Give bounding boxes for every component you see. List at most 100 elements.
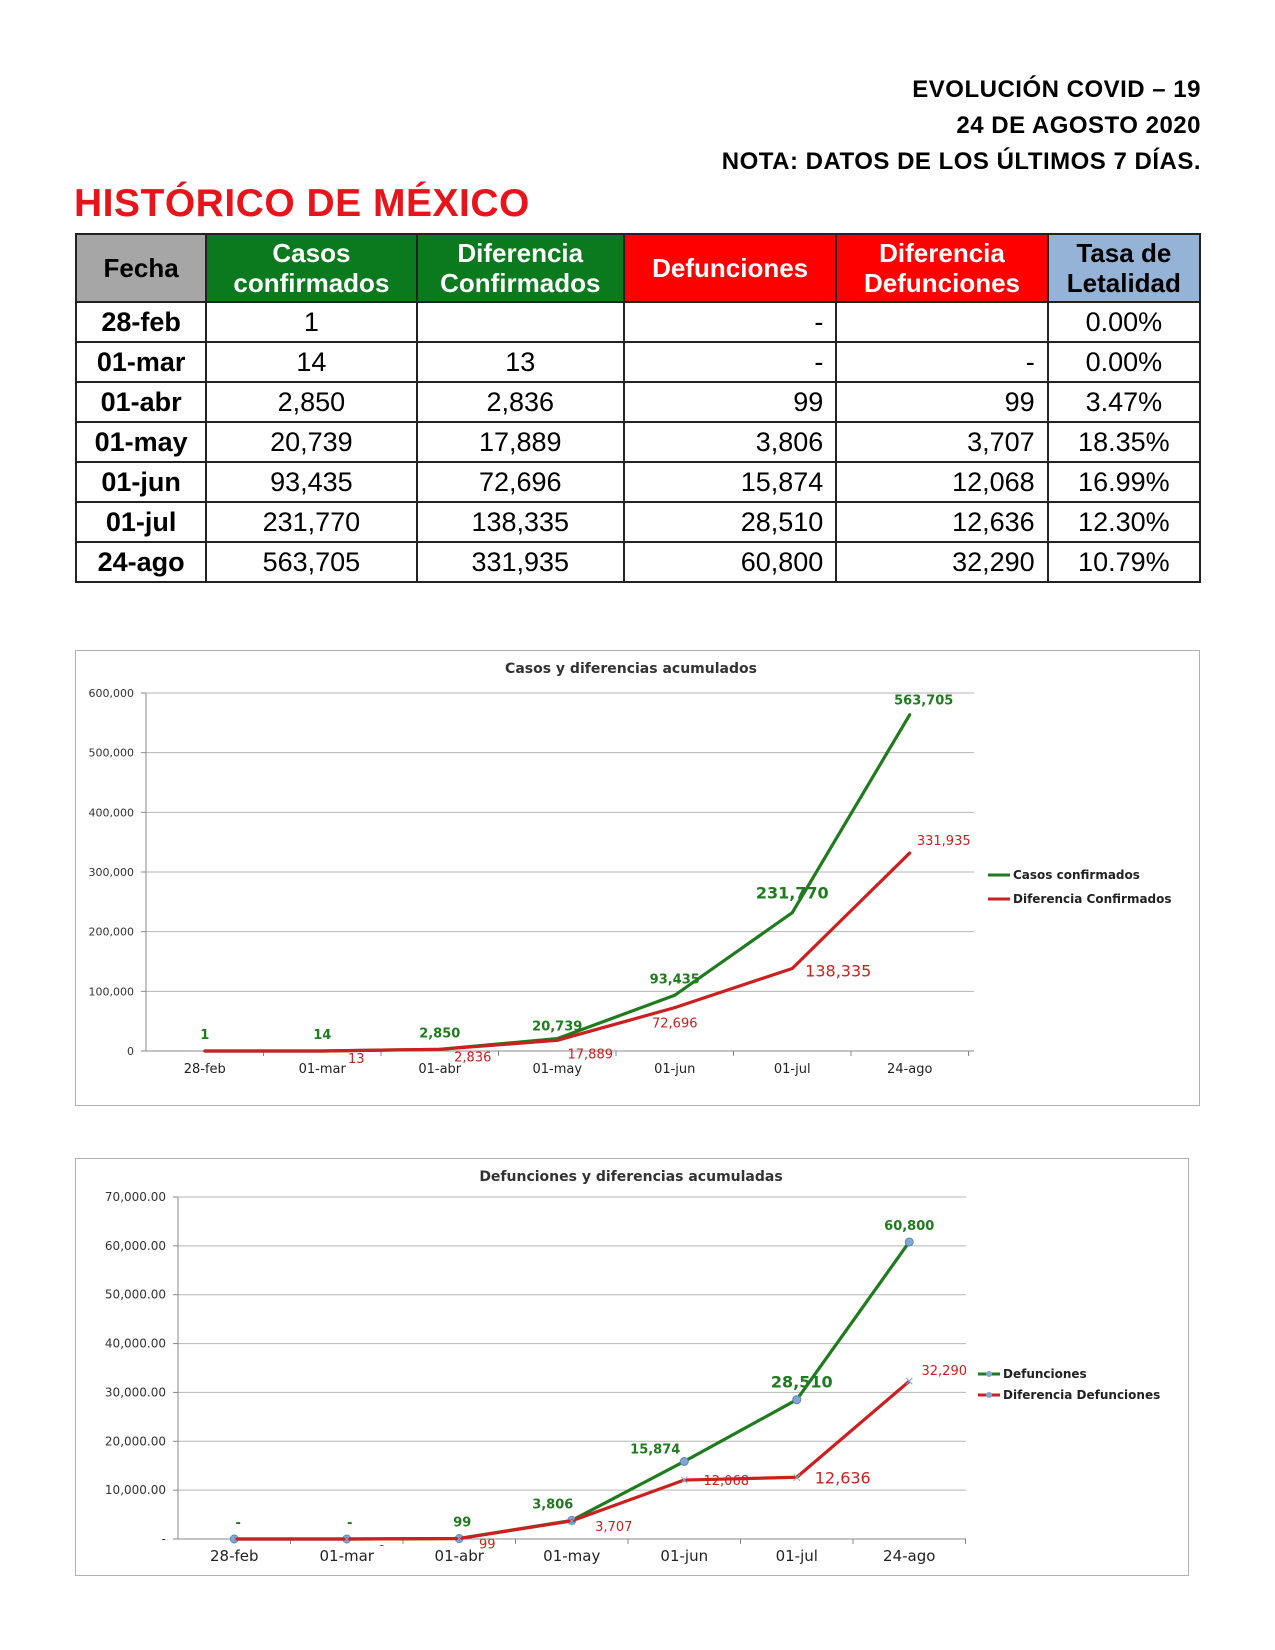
y-tick-label: 600,000 — [89, 687, 135, 700]
cell-dif-confirmados: 13 — [415, 341, 625, 383]
col-header-label: confirmados — [233, 268, 390, 298]
y-tick-label: 30,000.00 — [105, 1385, 166, 1399]
cell-dif-defunciones: - — [835, 341, 1049, 383]
cell-dif-confirmados — [415, 301, 625, 343]
data-label: 17,889 — [568, 1047, 614, 1062]
cell-casos: 93,435 — [205, 461, 418, 503]
col-header-tasa-letalidad: Tasa de Letalidad — [1046, 233, 1202, 303]
cell-date: 24-ago — [74, 541, 208, 583]
data-point — [679, 1456, 689, 1466]
data-label: 3,806 — [532, 1497, 573, 1512]
y-tick-label: 50,000.00 — [105, 1288, 166, 1302]
data-label: 1 — [200, 1028, 209, 1043]
data-point — [203, 1049, 207, 1053]
cell-dif-confirmados: 17,889 — [415, 421, 625, 463]
cell-casos: 1 — [205, 301, 418, 343]
cell-tasa: 16.99% — [1046, 461, 1202, 503]
table-row: 28-feb 1 - 0.00% — [74, 301, 1202, 343]
col-header-defunciones: Defunciones — [622, 233, 838, 303]
col-header-label: Tasa de — [1076, 238, 1172, 268]
legend-label: Casos confirmados — [1013, 868, 1140, 882]
data-label: 28,510 — [771, 1373, 833, 1392]
chart-defunciones-svg: Defunciones y diferencias acumuladas - 10,… — [105, 1169, 1160, 1565]
y-tick-label: 300,000 — [89, 866, 135, 879]
y-tick-label: 100,000 — [89, 985, 135, 998]
col-header-casos-confirmados: Casos confirmados — [205, 233, 418, 303]
cell-tasa: 3.47% — [1046, 381, 1202, 423]
cell-defunciones: 99 — [622, 381, 838, 423]
cell-dif-defunciones: 12,068 — [835, 461, 1049, 503]
data-label: 72,696 — [652, 1017, 698, 1032]
data-point: × — [454, 1532, 464, 1546]
table-header-row: Fecha Casos confirmados Diferencia Confi… — [74, 233, 1202, 303]
cell-defunciones: 28,510 — [622, 501, 838, 543]
data-point — [908, 713, 912, 717]
col-header-diferencia-defunciones: Diferencia Defunciones — [835, 233, 1049, 303]
chart-title: Defunciones y diferencias acumuladas — [479, 1169, 782, 1185]
chart-defunciones: Defunciones y diferencias acumuladas - 10,… — [75, 1158, 1189, 1576]
x-tick-label: 28-feb — [210, 1547, 259, 1565]
col-header-label: Letalidad — [1066, 268, 1181, 298]
data-point: × — [904, 1374, 914, 1388]
data-point — [792, 1395, 802, 1405]
col-header-label: Confirmados — [440, 268, 601, 298]
cell-tasa: 0.00% — [1046, 301, 1202, 343]
x-tick-label: 01-may — [543, 1547, 600, 1565]
data-point — [904, 1237, 914, 1247]
data-point — [790, 911, 794, 915]
page-title: HISTÓRICO DE MÉXICO — [74, 182, 530, 225]
cell-date: 01-jun — [74, 461, 208, 503]
data-label: 20,739 — [532, 1020, 582, 1035]
data-label: 2,836 — [454, 1050, 491, 1065]
cell-tasa: 0.00% — [1046, 341, 1202, 383]
data-point — [908, 851, 912, 855]
data-point — [555, 1038, 559, 1042]
data-label: 14 — [313, 1028, 331, 1043]
col-header-label: Casos — [272, 238, 351, 268]
chart-casos: Casos y diferencias acumulados 0 100,000 20… — [75, 650, 1200, 1106]
table-row: 01-jul 231,770 138,335 28,510 12,636 12.… — [74, 501, 1202, 543]
report-note: NOTA: DATOS DE LOS ÚLTIMOS 7 DÍAS. — [721, 148, 1201, 175]
x-tick-label: 01-jul — [776, 1547, 818, 1565]
x-tick-label: 01-jun — [660, 1547, 708, 1565]
legend-marker — [986, 1371, 992, 1377]
data-point — [438, 1047, 442, 1051]
cell-casos: 20,739 — [205, 421, 418, 463]
table-row: 01-jun 93,435 72,696 15,874 12,068 16.99… — [74, 461, 1202, 503]
legend-marker — [986, 1392, 992, 1398]
data-label: 13 — [348, 1052, 365, 1067]
y-tick-label: 400,000 — [89, 806, 135, 819]
data-label: 12,068 — [704, 1474, 750, 1489]
x-tick-label: 01-mar — [299, 1062, 347, 1077]
x-tick-label: 01-abr — [435, 1547, 485, 1565]
col-header-label: Defunciones — [652, 253, 809, 283]
cell-dif-confirmados: 72,696 — [415, 461, 625, 503]
col-header-label: Defunciones — [863, 268, 1021, 298]
data-label: 32,290 — [922, 1364, 968, 1379]
cell-defunciones: 60,800 — [622, 541, 838, 583]
cell-dif-defunciones: 32,290 — [835, 541, 1049, 583]
x-tick-label: 01-mar — [320, 1547, 375, 1565]
data-label: - — [236, 1516, 241, 1531]
legend-label: Defunciones — [1003, 1367, 1087, 1381]
col-header-label: Diferencia — [457, 238, 584, 268]
data-point — [790, 966, 794, 970]
x-tick-label: 28-feb — [184, 1062, 226, 1077]
y-tick-label: - — [162, 1532, 166, 1546]
y-tick-label: 0 — [127, 1045, 134, 1058]
data-label: 3,707 — [595, 1520, 632, 1535]
chart-casos-svg: Casos y diferencias acumulados 0 100,000 20… — [89, 661, 1172, 1077]
chart-title: Casos y diferencias acumulados — [505, 661, 757, 677]
y-tick-label: 60,000.00 — [105, 1239, 166, 1253]
cell-dif-defunciones — [835, 301, 1049, 343]
data-label: 231,770 — [756, 884, 829, 903]
data-point — [320, 1049, 324, 1053]
table-row: 01-mar 14 13 - - 0.00% — [74, 341, 1202, 383]
legend-label: Diferencia Confirmados — [1013, 892, 1172, 906]
cell-defunciones: 15,874 — [622, 461, 838, 503]
col-header-label: Diferencia — [879, 238, 1005, 268]
cell-dif-confirmados: 2,836 — [415, 381, 625, 423]
cell-casos: 14 — [205, 341, 418, 383]
x-tick-label: 01-jul — [774, 1062, 811, 1077]
data-point: × — [792, 1470, 802, 1484]
